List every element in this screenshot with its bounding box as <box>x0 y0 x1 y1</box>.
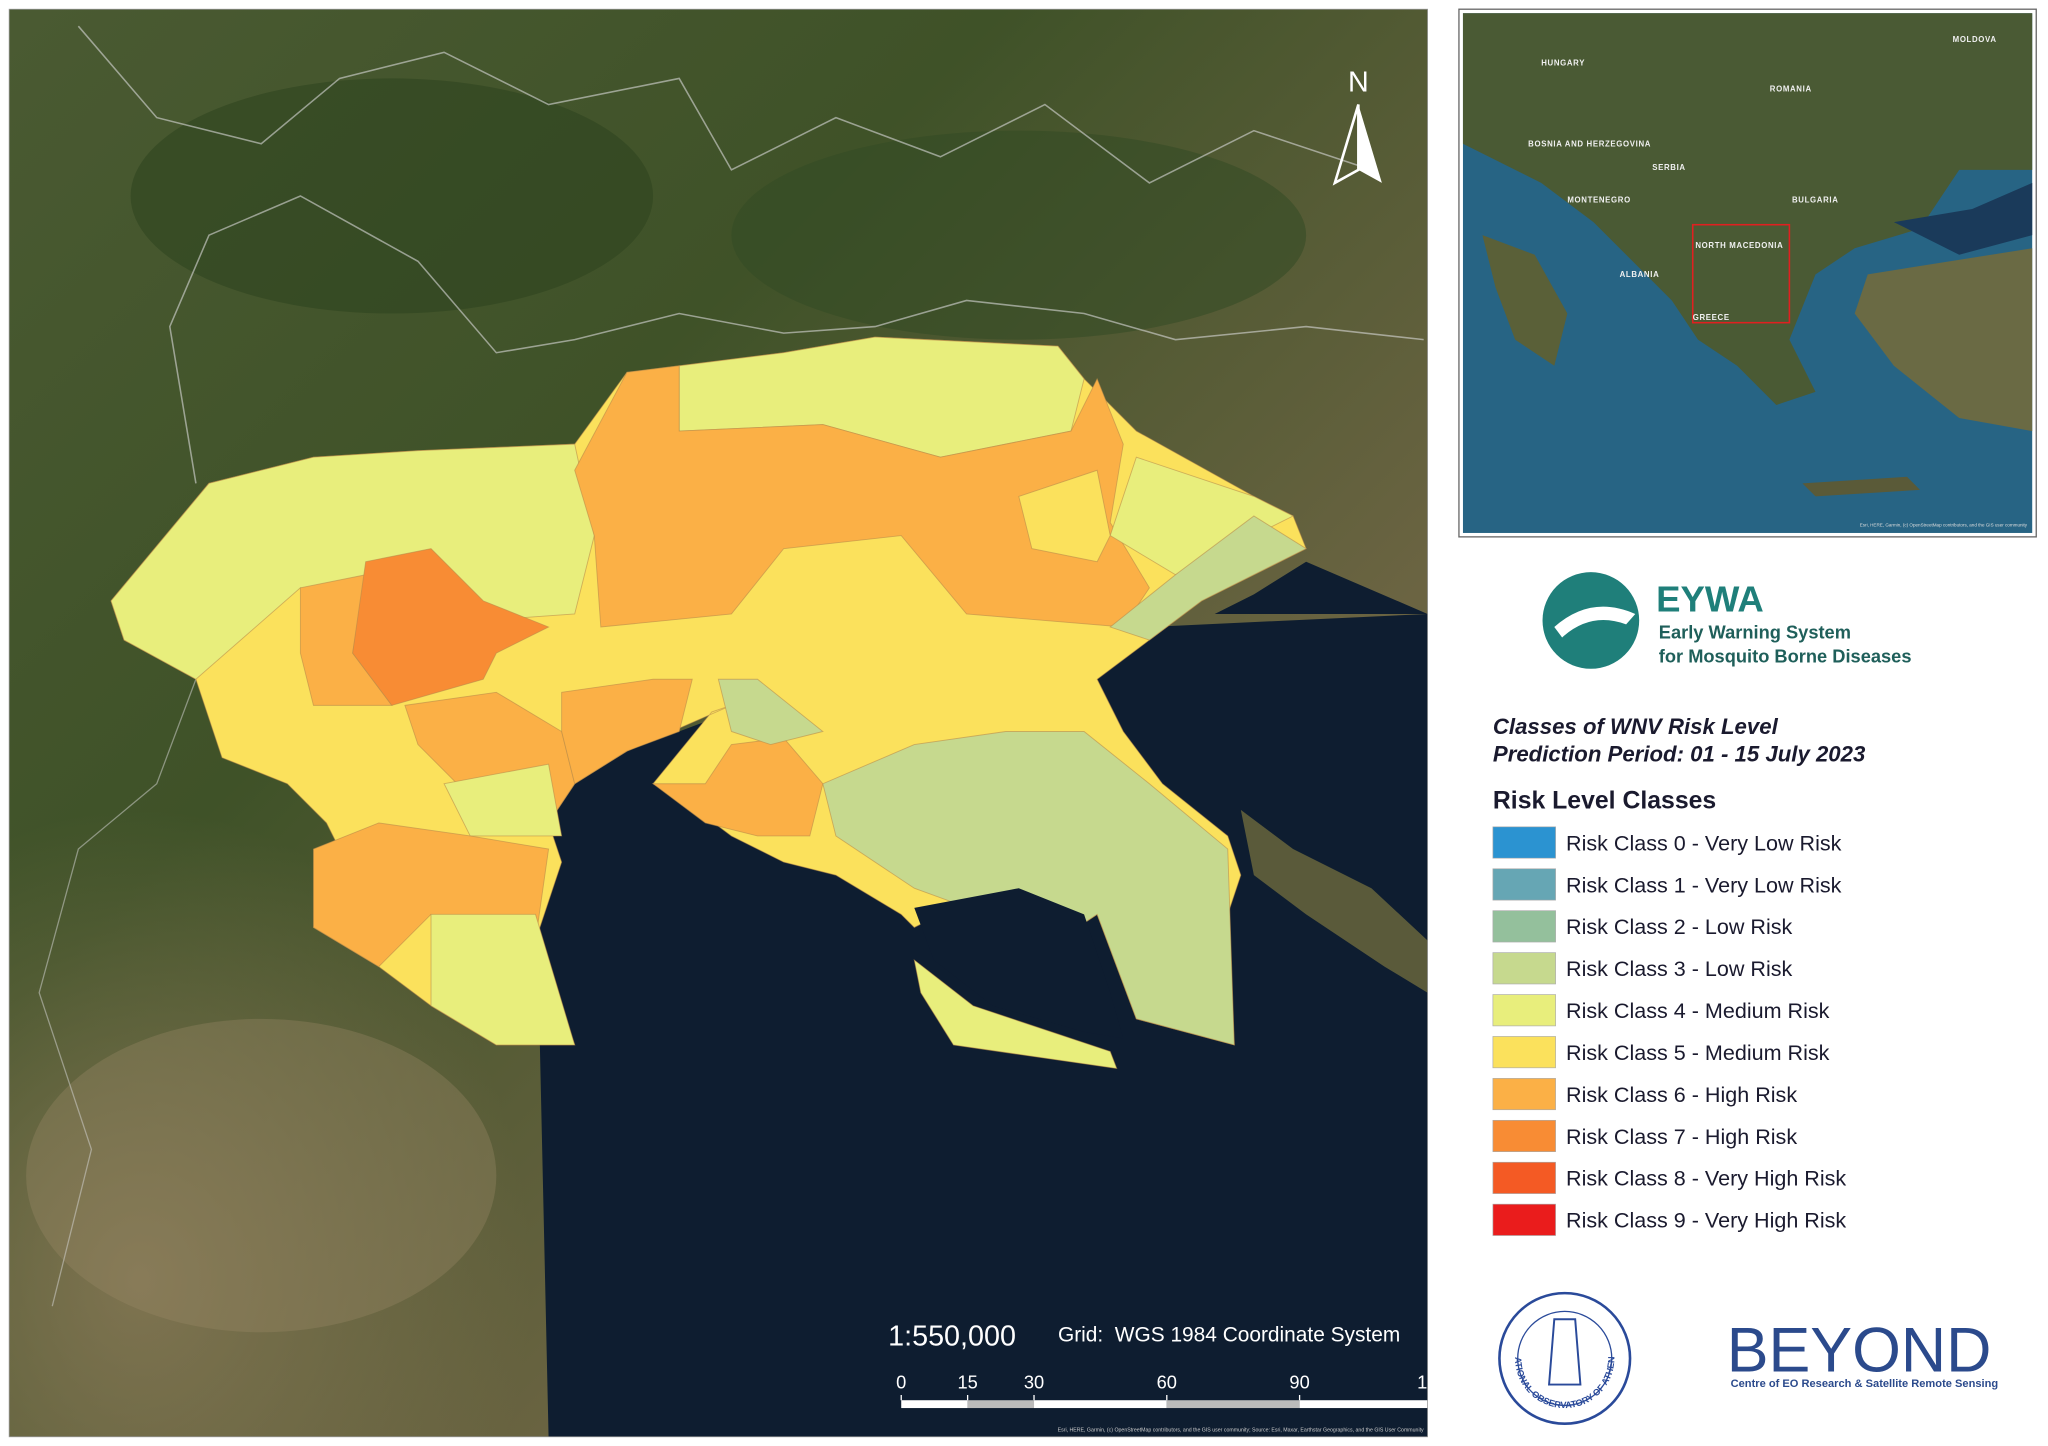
region <box>1109 515 1308 641</box>
inset-label: MOLDOVA <box>1953 35 1997 44</box>
legend-swatch <box>1492 952 1556 985</box>
legend-label: Risk Class 3 - Low Risk <box>1566 956 1793 981</box>
region <box>430 913 576 1046</box>
legend-label: Risk Class 2 - Low Risk <box>1566 914 1793 939</box>
legend-swatch <box>1492 868 1556 901</box>
scale-tick-label: 90 <box>1289 1371 1309 1392</box>
region <box>913 958 1118 1070</box>
scale-tick-label: 15 <box>957 1371 977 1392</box>
noa-seal-figure <box>1548 1318 1582 1386</box>
inset-land <box>1854 248 2033 432</box>
inset-label: HUNGARY <box>1541 58 1585 67</box>
mountains <box>130 78 654 314</box>
inset-land <box>1482 235 1568 366</box>
inset-label: ALBANIA <box>1620 270 1660 279</box>
noa-seal <box>1517 1310 1613 1407</box>
legend-title: Classes of WNV Risk Level <box>1493 714 1779 739</box>
main-map: N 1:550,000 Grid: WGS 1984 Coordinate Sy… <box>9 9 1447 1437</box>
inset-label: ROMANIA <box>1770 84 1812 93</box>
legend-swatch <box>1492 1203 1556 1236</box>
region <box>574 365 1150 628</box>
legend-swatch <box>1492 1036 1556 1069</box>
north-label: N <box>1348 66 1369 98</box>
scale-tick-label: 0 <box>896 1371 906 1392</box>
border <box>168 195 1424 484</box>
beyond-subtitle: Centre of EO Research & Satellite Remote… <box>1731 1378 1999 1390</box>
legend-swatch <box>1492 1119 1556 1152</box>
scale-segment <box>1034 1400 1167 1409</box>
scale-ratio: 1:550,000 <box>888 1320 1016 1352</box>
legend-label: Risk Class 9 - Very High Risk <box>1566 1208 1846 1233</box>
legend-period: Prediction Period: 01 - 15 July 2023 <box>1493 742 1866 767</box>
grid-label: Grid: WGS 1984 Coordinate System <box>1058 1323 1400 1346</box>
border <box>38 679 197 1307</box>
inset-label: BULGARIA <box>1792 196 1839 205</box>
noa-seal <box>1498 1291 1632 1426</box>
legend-heading: Risk Level Classes <box>1493 788 1716 815</box>
scale-segment <box>967 1400 1035 1409</box>
inset-attribution: Esri, HERE, Garmin, (c) OpenStreetMap co… <box>1860 522 2028 527</box>
gulf <box>914 888 1124 1039</box>
border <box>77 25 1372 184</box>
legend-swatch <box>1492 1161 1556 1194</box>
eywa-tagline: Early Warning System <box>1659 622 1851 643</box>
region <box>443 763 563 837</box>
region <box>1018 469 1111 563</box>
legend: Risk Class 0 - Very Low Risk Risk Class 1… <box>1492 826 1846 1236</box>
region <box>352 548 550 706</box>
legend-swatch <box>1492 1078 1556 1111</box>
map-frame <box>8 8 1428 1438</box>
scale-tick-label: 60 <box>1157 1371 1177 1392</box>
inset-sea <box>1893 182 2033 255</box>
region <box>561 678 693 785</box>
region <box>717 678 824 746</box>
scale-segment <box>901 1400 968 1409</box>
legend-swatch <box>1492 910 1556 943</box>
scale-bar: 0 15 30 60 90 120 <box>896 1371 1447 1409</box>
legend-label: Risk Class 4 - Medium Risk <box>1566 998 1830 1023</box>
plains <box>26 1018 497 1333</box>
eywa-logo-mosquito <box>1554 606 1636 638</box>
inset-land <box>1802 476 1920 497</box>
attribution: Esri, HERE, Garmin, (c) OpenStreetMap co… <box>1058 1428 1424 1434</box>
eywa-tagline: for Mosquito Borne Diseases <box>1659 645 1912 666</box>
legend-swatch <box>1492 994 1556 1027</box>
legend-label: Risk Class 8 - Very High Risk <box>1566 1166 1846 1191</box>
inset-map: HUNGARY ROMANIA MOLDOVA BOSNIA AND HERZE… <box>1462 13 2033 533</box>
inset-label: BOSNIA AND HERZEGOVINA <box>1528 139 1651 148</box>
legend-swatch <box>1492 826 1556 859</box>
inset-label: MONTENEGRO <box>1567 196 1631 205</box>
region <box>822 731 1235 1046</box>
north-arrow <box>1332 104 1360 186</box>
eywa-name: EYWA <box>1656 578 1764 619</box>
scale-segment <box>1166 1400 1300 1409</box>
legend-label: Risk Class 5 - Medium Risk <box>1566 1040 1830 1065</box>
scale-tick-label: 120 <box>1417 1371 1447 1392</box>
legend-label: Risk Class 0 - Very Low Risk <box>1566 830 1842 855</box>
athos <box>1240 809 1428 993</box>
legend-label: Risk Class 1 - Very Low Risk <box>1566 872 1842 897</box>
sea <box>1214 561 1428 614</box>
scale-tick-label: 30 <box>1024 1371 1044 1392</box>
mountains <box>731 130 1307 340</box>
legend-label: Risk Class 7 - High Risk <box>1566 1124 1797 1149</box>
inset-extent <box>1691 223 1791 324</box>
inset-label: SERBIA <box>1652 163 1686 172</box>
legend-label: Risk Class 6 - High Risk <box>1566 1082 1797 1107</box>
inset-label: GREECE <box>1693 313 1730 322</box>
inset-land <box>1462 13 2033 405</box>
beyond-name: BEYOND <box>1727 1315 1992 1385</box>
inset-label: NORTH MACEDONIA <box>1695 241 1783 250</box>
scale-segment <box>1299 1400 1428 1409</box>
